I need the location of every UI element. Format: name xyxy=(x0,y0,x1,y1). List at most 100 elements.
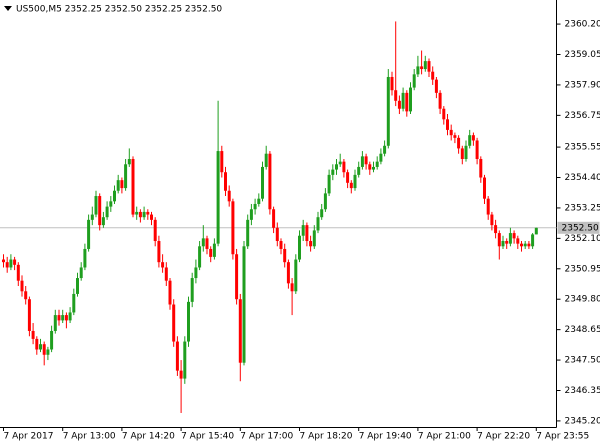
y-tick-label: 2360.20 xyxy=(565,20,600,30)
candle-body xyxy=(146,211,150,215)
candle-body xyxy=(490,214,494,226)
candle-body xyxy=(309,241,313,247)
chart-title: US500,M5 2352.25 2352.50 2352.25 2352.50 xyxy=(16,5,222,15)
candle-body xyxy=(464,145,468,160)
candle-body xyxy=(401,92,405,109)
candle-body xyxy=(427,61,431,72)
candle-body xyxy=(120,180,124,189)
candle-body xyxy=(27,299,31,331)
candle-body xyxy=(83,248,87,268)
candle-body xyxy=(457,137,461,149)
candle-body xyxy=(527,243,531,247)
candle-body xyxy=(212,243,216,257)
x-tick-label: 7 Apr 23:55 xyxy=(536,432,589,442)
candle-body xyxy=(2,259,5,263)
candle-body xyxy=(138,211,142,218)
candle-body xyxy=(475,140,479,160)
candle-body xyxy=(342,161,346,173)
candle-body xyxy=(175,341,179,371)
candle-body xyxy=(46,349,50,355)
candle-body xyxy=(360,156,364,167)
y-tick-label: 2352.10 xyxy=(565,234,600,244)
candle-body xyxy=(268,153,272,210)
candle-body xyxy=(320,209,324,218)
candle-body xyxy=(505,241,509,244)
last-price-label: 2352.50 xyxy=(562,223,599,233)
candle-body xyxy=(294,259,298,292)
candle-body xyxy=(483,177,486,199)
y-tick-label: 2355.55 xyxy=(565,143,600,153)
candle-body xyxy=(179,370,183,379)
candle-body xyxy=(449,129,453,136)
candle-body xyxy=(442,108,446,120)
candle-body xyxy=(231,201,235,255)
candle-body xyxy=(238,299,242,363)
candle-body xyxy=(312,230,316,247)
candle-body xyxy=(520,243,523,247)
candle-body xyxy=(13,259,17,265)
candle-body xyxy=(124,164,128,189)
candle-body xyxy=(79,267,83,279)
last-price-box xyxy=(557,221,600,234)
x-tick-label: 7 Apr 18:20 xyxy=(300,432,353,442)
candle-body xyxy=(460,148,464,160)
candle-body xyxy=(64,315,68,321)
candle-body xyxy=(113,190,116,202)
candle-body xyxy=(305,225,309,242)
candle-body xyxy=(187,301,190,342)
candle-body xyxy=(390,76,394,91)
candle-body xyxy=(286,262,290,284)
candle-body xyxy=(279,241,283,249)
candle-body xyxy=(534,227,538,235)
candle-body xyxy=(242,246,246,363)
candle-body xyxy=(42,344,46,355)
candle-body xyxy=(105,206,109,218)
candle-body xyxy=(109,201,113,207)
candle-body xyxy=(224,172,227,191)
candle-body xyxy=(357,166,361,175)
x-tick-label: 7 Apr 13:00 xyxy=(63,432,116,442)
x-tick-label: 7 Apr 22:20 xyxy=(477,432,530,442)
candle-body xyxy=(35,338,39,350)
candle-body xyxy=(205,238,209,249)
candle-body xyxy=(353,174,357,189)
y-tick-label: 2357.90 xyxy=(565,80,600,90)
candle-body xyxy=(316,217,320,231)
candle-body xyxy=(190,278,194,302)
candle-body xyxy=(327,174,331,194)
candle-body xyxy=(394,90,398,101)
candle-body xyxy=(157,241,161,263)
candle-body xyxy=(94,196,98,215)
candle-body xyxy=(272,209,276,228)
candle-body xyxy=(438,92,442,109)
y-tick-label: 2356.75 xyxy=(565,111,600,121)
candle-body xyxy=(386,76,390,146)
candle-body xyxy=(72,293,76,313)
candle-body xyxy=(227,190,231,202)
candle-body xyxy=(412,74,416,88)
candle-body xyxy=(409,87,412,112)
x-tick-label: 7 Apr 21:00 xyxy=(418,432,471,442)
candle-body xyxy=(216,151,220,244)
candle-body xyxy=(20,280,24,292)
candle-body xyxy=(275,227,279,242)
candle-body xyxy=(57,315,61,321)
candle-body xyxy=(290,283,294,292)
candle-body xyxy=(423,61,427,70)
candle-body xyxy=(383,145,387,154)
candle-body xyxy=(50,330,54,350)
candle-body xyxy=(249,209,253,220)
candle-body xyxy=(98,196,102,226)
candle-body xyxy=(323,193,327,210)
y-tick-label: 2349.80 xyxy=(565,295,600,305)
candle-body xyxy=(135,211,139,215)
candle-body xyxy=(523,243,527,247)
candle-body xyxy=(201,238,205,247)
candle-body xyxy=(501,241,505,247)
symbol-menu-icon[interactable] xyxy=(4,6,12,11)
candle-body xyxy=(68,312,72,321)
candle-body xyxy=(16,264,20,281)
candle-body xyxy=(198,246,202,268)
candle-body xyxy=(497,233,501,247)
candle-body xyxy=(508,233,512,244)
